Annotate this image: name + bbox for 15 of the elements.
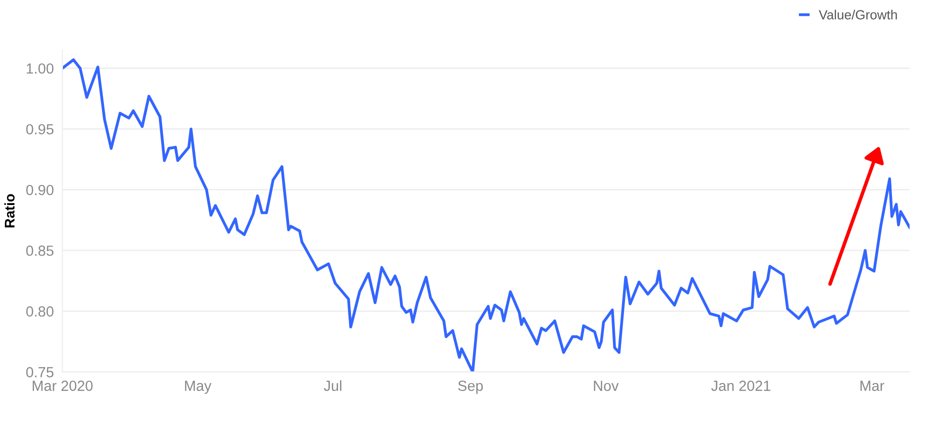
y-tick-label: 0.90 bbox=[26, 184, 54, 196]
y-tick-label: 0.85 bbox=[26, 246, 54, 256]
y-tick-label: 0.75 bbox=[26, 367, 54, 378]
x-tick-label: Sep bbox=[458, 380, 483, 394]
x-tick-label: Mar bbox=[860, 380, 884, 391]
y-tick-label: 0.80 bbox=[26, 306, 54, 317]
y-axis-title: Ratio bbox=[4, 194, 15, 228]
x-tick-label: Mar 2020 bbox=[32, 380, 93, 391]
y-tick-label: 0.95 bbox=[26, 124, 54, 134]
legend-label: Value/Growth bbox=[818, 10, 897, 20]
y-tick-label: 1.00 bbox=[26, 63, 54, 74]
x-tick-label: Jan 2021 bbox=[711, 380, 770, 391]
x-tick-label: Jul bbox=[324, 380, 342, 391]
x-tick-label: Nov bbox=[594, 380, 619, 391]
x-tick-label: May bbox=[185, 380, 212, 394]
